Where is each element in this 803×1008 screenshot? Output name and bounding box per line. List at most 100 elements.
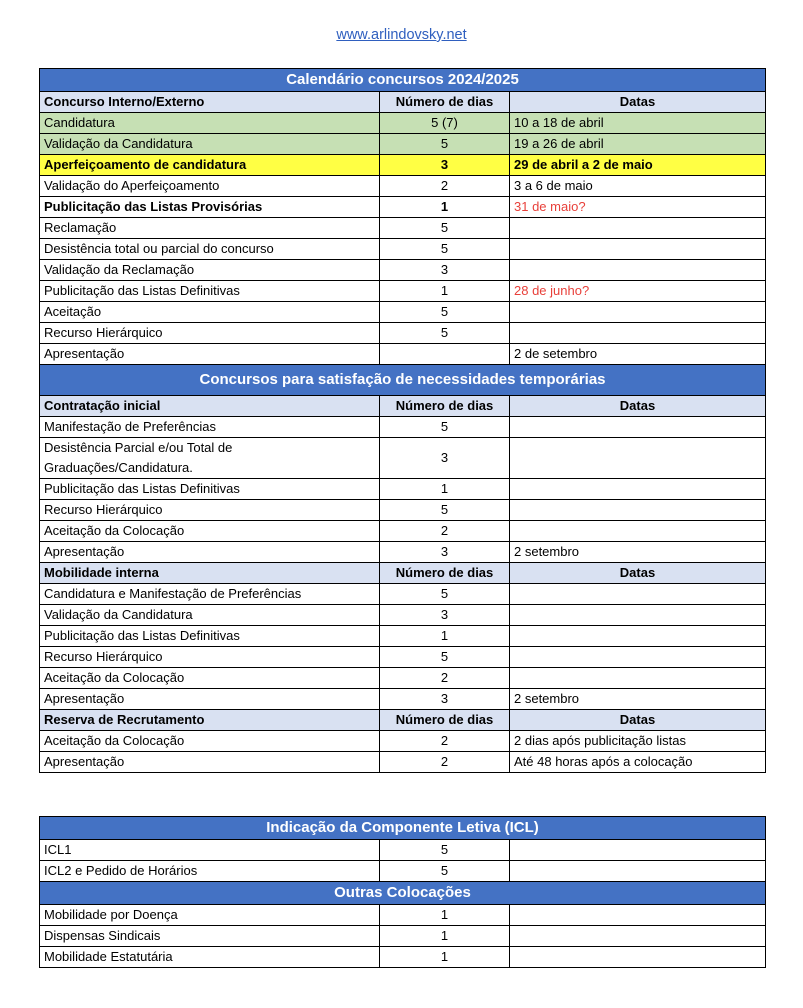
stage-cell: Dispensas Sindicais [39,925,380,947]
days-cell [379,343,510,365]
section-title: Calendário concursos 2024/2025 [38,68,767,92]
table-row: Aceitação da Colocação 2 [39,520,767,542]
days-cell: 3 [379,541,510,563]
table-row: Manifestação de Preferências 5 [39,416,767,438]
dates-cell [508,478,767,500]
days-cell: 5 [379,238,510,260]
dates-cell [508,301,767,323]
stage-cell: Reclamação [39,217,380,239]
stage-cell: Apresentação [39,343,380,365]
table-row: ICL2 e Pedido de Horários 5 [39,860,767,882]
dates-cell: 29 de abril a 2 de maio [508,154,767,176]
stage-cell: Aceitação da Colocação [39,730,380,752]
stage-cell: Publicitação das Listas Provisórias [39,196,380,218]
days-cell: 1 [379,625,510,647]
dates-cell [508,925,767,947]
days-cell: 2 [379,520,510,542]
dates-cell: Até 48 horas após a colocação [508,751,767,773]
stage-cell: Validação do Aperfeiçoamento [39,175,380,197]
dates-cell: 10 a 18 de abril [508,112,767,134]
stage-cell: Desistência total ou parcial do concurso [39,238,380,260]
days-cell: 5 [379,860,510,882]
header-stage: Mobilidade interna [39,562,380,584]
days-cell: 5 (7) [379,112,510,134]
stage-cell: Candidatura e Manifestação de Preferênci… [39,583,380,605]
column-header-row: Reserva de Recrutamento Número de dias Dat… [39,709,767,731]
column-header-row: Mobilidade interna Número de dias Datas [39,562,767,584]
table-row: ICL1 5 [39,839,767,861]
dates-cell [508,904,767,926]
table-row: Validação da Candidatura 3 [39,604,767,626]
header-stage: Concurso Interno/Externo [39,91,380,113]
table-row: Aceitação da Colocação 2 [39,667,767,689]
section-title-row: Indicação da Componente Letiva (ICL) [38,816,767,840]
stage-cell: ICL2 e Pedido de Horários [39,860,380,882]
dates-cell [508,667,767,689]
stage-cell: Aceitação da Colocação [39,520,380,542]
days-cell: 1 [379,904,510,926]
dates-cell: 3 a 6 de maio [508,175,767,197]
table-row: Recurso Hierárquico 5 [39,322,767,344]
dates-cell [508,437,767,479]
dates-cell [508,646,767,668]
days-cell: 3 [379,437,510,479]
days-cell: 5 [379,322,510,344]
column-header-row: Concurso Interno/Externo Número de dias Da… [39,91,767,113]
dates-cell: 19 a 26 de abril [508,133,767,155]
table-row: Mobilidade por Doença 1 [39,904,767,926]
stage-cell: Manifestação de Preferências [39,416,380,438]
stage-cell: ICL1 [39,839,380,861]
stage-cell: Recurso Hierárquico [39,322,380,344]
table-row: Apresentação 2 Até 48 horas após a colocaç… [39,751,767,773]
table-row: Candidatura e Manifestação de Preferênci… [39,583,767,605]
stage-cell: Publicitação das Listas Definitivas [39,280,380,302]
header-dates: Datas [508,562,767,584]
section-title: Concursos para satisfação de necessidade… [38,364,767,396]
table-row: Dispensas Sindicais 1 [39,925,767,947]
stage-cell: Validação da Candidatura [39,133,380,155]
header-dates: Datas [508,709,767,731]
stage-cell: Aceitação da Colocação [39,667,380,689]
days-cell: 3 [379,259,510,281]
days-cell: 1 [379,946,510,968]
days-cell: 3 [379,604,510,626]
calendar-table-body: Calendário concursos 2024/2025 Concurso I… [38,68,767,773]
table-row: Publicitação das Listas Definitivas 1 [39,478,767,500]
table-row: Apresentação 3 2 setembro [39,688,767,710]
stage-cell: Publicitação das Listas Definitivas [39,625,380,647]
table-row: Recurso Hierárquico 5 [39,499,767,521]
dates-cell: 2 setembro [508,541,767,563]
table-row: Publicitação das Listas Definitivas 1 28 d… [39,280,767,302]
dates-cell [508,583,767,605]
table-row: Recurso Hierárquico 5 [39,646,767,668]
dates-cell: 31 de maio? [508,196,767,218]
days-cell: 2 [379,175,510,197]
stage-cell: Apresentação [39,751,380,773]
header-days: Número de dias [379,395,510,417]
stage-cell: Publicitação das Listas Definitivas [39,478,380,500]
table-row: Validação do Aperfeiçoamento 2 3 a 6 de ma… [39,175,767,197]
website-link[interactable]: www.arlindovsky.net [336,27,467,43]
header-dates: Datas [508,395,767,417]
dates-cell: 28 de junho? [508,280,767,302]
days-cell: 5 [379,839,510,861]
section-title-row: Outras Colocações [38,881,767,905]
stage-cell: Apresentação [39,541,380,563]
table-row: Candidatura 5 (7) 10 a 18 de abril [39,112,767,134]
days-cell: 5 [379,646,510,668]
dates-cell [508,860,767,882]
days-cell: 1 [379,925,510,947]
dates-cell: 2 dias após publicitação listas [508,730,767,752]
table-row: Mobilidade Estatutária 1 [39,946,767,968]
stage-cell: Mobilidade Estatutária [39,946,380,968]
stage-cell: Apresentação [39,688,380,710]
days-cell: 5 [379,583,510,605]
days-cell: 1 [379,280,510,302]
table-row: Desistência total ou parcial do concurso… [39,238,767,260]
dates-cell [508,238,767,260]
header-stage: Contratação inicial [39,395,380,417]
dates-cell [508,839,767,861]
stage-cell: Aperfeiçoamento de candidatura [39,154,380,176]
section-title-row: Concursos para satisfação de necessidade… [38,364,767,396]
days-cell: 2 [379,751,510,773]
